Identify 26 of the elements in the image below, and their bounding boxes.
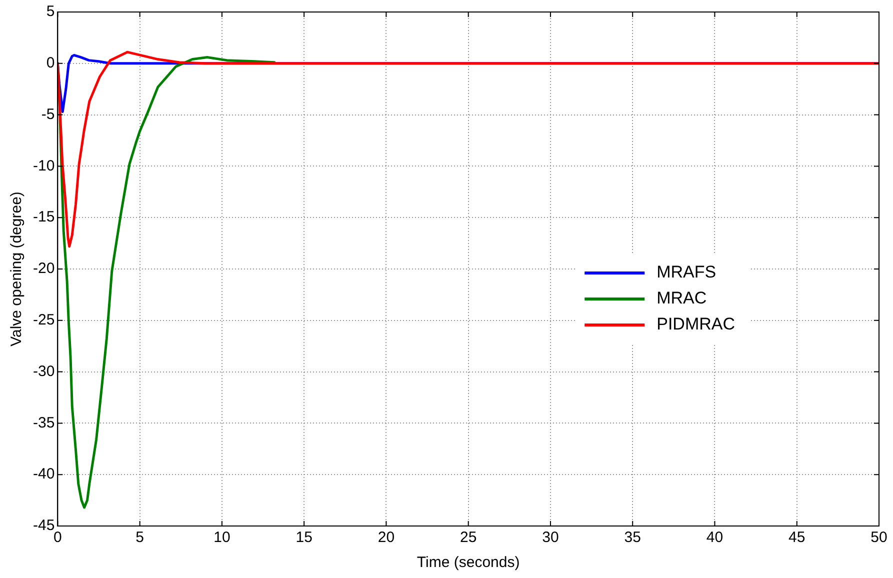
legend-label: MRAC <box>656 288 707 308</box>
y-tick-label: -5 <box>41 106 55 123</box>
y-tick-label: -15 <box>32 208 55 226</box>
x-tick-label: 35 <box>624 529 641 546</box>
x-axis-title: Time (seconds) <box>416 554 520 572</box>
y-tick-label: 0 <box>46 54 55 72</box>
x-tick-label: 40 <box>706 529 724 546</box>
x-tick-label: 30 <box>542 529 559 546</box>
y-tick-label: -10 <box>32 157 55 174</box>
x-tick-label: 15 <box>296 529 312 546</box>
legend-label: PIDMRAC <box>656 314 736 334</box>
y-tick-label: -45 <box>32 517 55 534</box>
x-tick-label: 20 <box>378 529 395 546</box>
y-tick-label: -40 <box>32 466 55 483</box>
legend-label: MRAFS <box>656 262 716 282</box>
y-axis-title: Valve opening (degree) <box>8 192 26 346</box>
x-tick-label: 45 <box>788 529 806 546</box>
y-tick-label: -20 <box>32 260 55 278</box>
x-tick-label: 10 <box>214 529 230 546</box>
y-tick-label: -35 <box>32 414 55 432</box>
y-tick-label: -25 <box>32 312 55 329</box>
x-tick-label: 50 <box>870 529 888 546</box>
x-tick-label: 5 <box>136 529 144 546</box>
y-tick-label: 5 <box>46 3 55 20</box>
y-tick-label: -30 <box>32 362 55 380</box>
x-tick-label: 25 <box>460 529 477 546</box>
